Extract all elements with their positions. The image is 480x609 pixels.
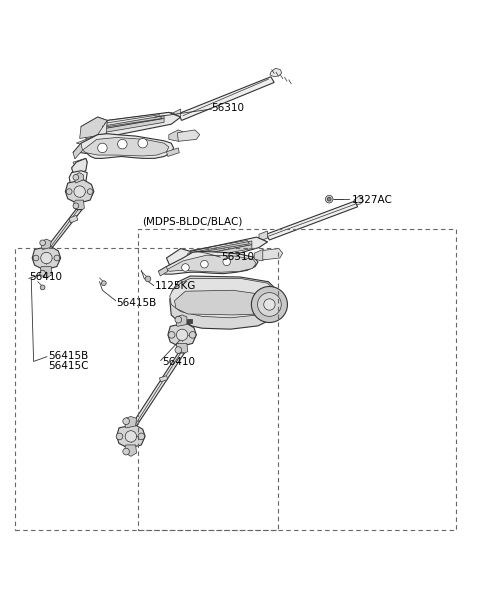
Polygon shape [80,117,107,138]
Circle shape [223,258,230,266]
Circle shape [258,293,281,316]
Polygon shape [129,353,184,430]
Polygon shape [170,276,278,329]
Circle shape [87,189,93,194]
Text: 56310: 56310 [221,252,254,262]
Polygon shape [178,130,200,141]
Circle shape [327,197,331,201]
Circle shape [118,139,127,149]
Circle shape [40,240,46,245]
Polygon shape [190,238,267,255]
Circle shape [123,448,130,455]
Circle shape [101,281,106,286]
Polygon shape [177,315,187,326]
Polygon shape [83,138,169,156]
Circle shape [175,316,181,323]
Circle shape [66,189,72,194]
Circle shape [41,252,52,264]
Polygon shape [73,158,87,166]
Polygon shape [32,246,60,270]
Polygon shape [75,172,84,183]
Circle shape [73,175,79,180]
Polygon shape [170,278,277,318]
Polygon shape [43,209,82,252]
Polygon shape [354,196,363,205]
Circle shape [33,255,39,261]
Circle shape [252,286,288,323]
Polygon shape [81,112,180,141]
Polygon shape [187,319,192,323]
Circle shape [325,195,333,203]
Polygon shape [167,148,179,157]
Circle shape [168,331,175,338]
Circle shape [73,203,79,209]
Polygon shape [178,323,192,331]
Polygon shape [188,241,252,257]
Bar [14,248,278,530]
Circle shape [40,270,46,276]
Polygon shape [270,68,282,77]
Text: 56415B: 56415B [48,351,88,361]
Circle shape [74,186,85,197]
Circle shape [181,264,189,271]
Circle shape [54,255,60,261]
Polygon shape [125,445,137,456]
Polygon shape [254,250,268,261]
Polygon shape [175,290,271,315]
Polygon shape [69,171,87,185]
Text: 56415C: 56415C [48,361,88,371]
Text: 1125KG: 1125KG [155,281,196,290]
Circle shape [177,329,188,340]
Circle shape [123,418,130,424]
Polygon shape [41,267,52,278]
Circle shape [175,347,181,353]
Polygon shape [168,323,196,347]
Polygon shape [102,116,164,129]
Polygon shape [167,255,256,272]
Text: 56410: 56410 [29,272,62,282]
Polygon shape [188,245,252,261]
Polygon shape [171,109,180,121]
Polygon shape [74,200,84,211]
Polygon shape [169,130,185,141]
Polygon shape [263,248,283,260]
Circle shape [40,285,45,290]
Circle shape [138,138,147,148]
Polygon shape [117,424,145,448]
Circle shape [97,143,107,153]
Polygon shape [266,201,358,240]
Polygon shape [167,237,267,272]
Circle shape [145,276,151,282]
Circle shape [189,331,196,338]
Text: 56310: 56310 [212,102,244,113]
Polygon shape [158,252,258,274]
Text: 56410: 56410 [162,357,195,367]
Polygon shape [69,216,78,223]
Polygon shape [73,143,83,159]
Bar [138,228,456,530]
Polygon shape [159,376,168,382]
Text: 56415B: 56415B [117,298,157,308]
Polygon shape [76,121,107,144]
Polygon shape [158,267,168,276]
Polygon shape [259,231,267,241]
Polygon shape [65,180,94,203]
Polygon shape [72,158,87,172]
Text: (MDPS-BLDC/BLAC): (MDPS-BLDC/BLAC) [142,217,242,227]
Polygon shape [125,417,137,428]
Polygon shape [107,112,180,125]
Text: 1327AC: 1327AC [351,195,392,205]
Circle shape [264,299,275,310]
Circle shape [116,433,123,440]
Circle shape [138,433,144,440]
Circle shape [125,431,137,442]
Polygon shape [179,77,274,121]
Polygon shape [177,343,188,355]
Polygon shape [73,134,174,158]
Polygon shape [42,239,51,250]
Circle shape [201,261,208,268]
Polygon shape [102,119,164,133]
